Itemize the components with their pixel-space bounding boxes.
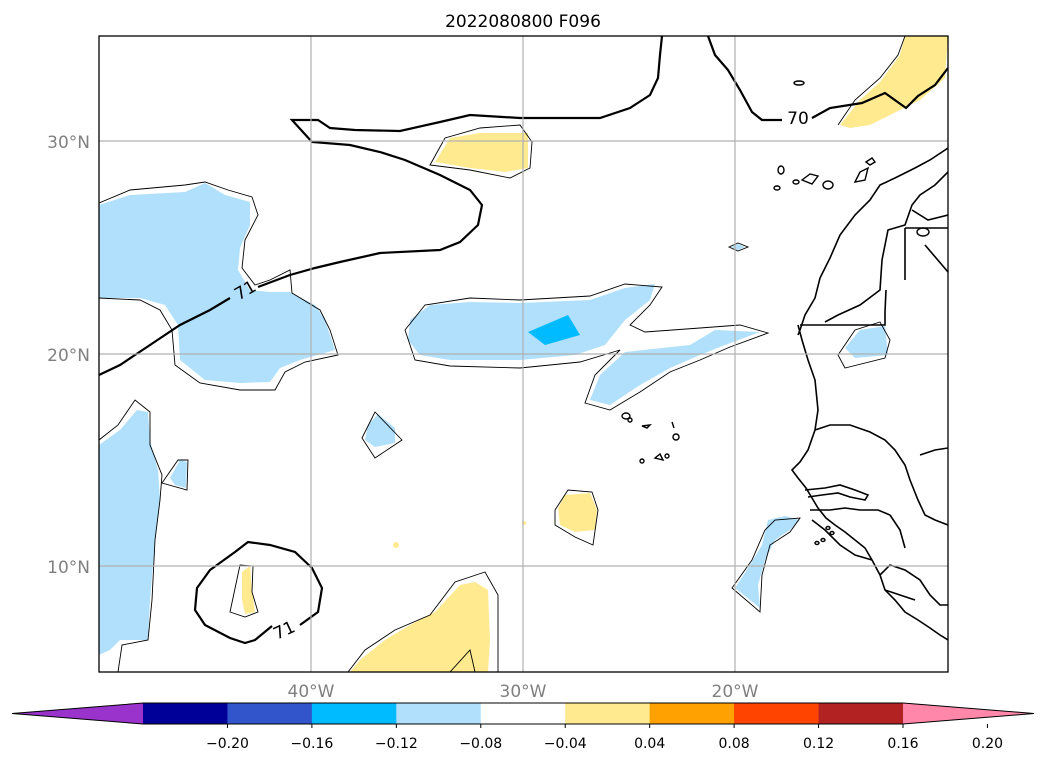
map-content: 70 71 71	[99, 36, 948, 672]
colorbar-swatch	[734, 703, 820, 724]
colorbar-tick-label: 0.16	[887, 736, 918, 752]
contour-label-70: 70	[787, 109, 809, 129]
colorbar-tick-label: 0.12	[803, 736, 834, 752]
gridlines	[99, 36, 948, 672]
lat-label-20n: 20°N	[47, 346, 90, 366]
colorbar-tick-label: −0.08	[459, 736, 502, 752]
map-frame	[98, 35, 949, 673]
thick-contours	[99, 36, 948, 645]
colorbar-swatch	[227, 703, 313, 724]
colorbar-outline	[11, 702, 1035, 725]
lat-label-10n: 10°N	[47, 558, 90, 578]
colorbar-swatch	[649, 703, 735, 724]
colorbar-swatch	[480, 703, 566, 724]
colorbar-extend-low	[12, 703, 143, 724]
colorbar-tick-label: −0.16	[290, 736, 333, 752]
colorbar-tick-label: −0.20	[206, 736, 249, 752]
coastlines	[790, 147, 948, 641]
lon-label-30w: 30°W	[500, 682, 547, 702]
colorbar-tick-label: 0.04	[634, 736, 665, 752]
colorbar-swatch	[818, 703, 904, 724]
colorbar-tick-label: 0.08	[719, 736, 750, 752]
islands	[621, 80, 930, 546]
colorbar: −0.20 −0.16 −0.12 −0.08 −0.04 0.04 0.08 0.12 0.1…	[11, 702, 1035, 752]
colorbar-tick-label: 0.20	[972, 736, 1003, 752]
negative-anomaly-fill	[99, 183, 888, 655]
colorbar-extend-high	[903, 703, 1034, 724]
chart-title: 2022080800 F096	[445, 12, 601, 32]
lon-label-40w: 40°W	[288, 682, 335, 702]
colorbar-swatch	[396, 703, 482, 724]
positive-anomaly-fill	[242, 36, 948, 672]
lon-label-20w: 20°W	[712, 682, 759, 702]
colorbar-swatch	[143, 703, 228, 724]
colorbar-tick-label: −0.12	[375, 736, 418, 752]
colorbar-swatch	[565, 703, 651, 724]
lat-label-30n: 30°N	[47, 133, 90, 153]
colorbar-swatch	[311, 703, 397, 724]
strong-negative-patch	[528, 315, 580, 345]
colorbar-tick-label: −0.04	[544, 736, 587, 752]
